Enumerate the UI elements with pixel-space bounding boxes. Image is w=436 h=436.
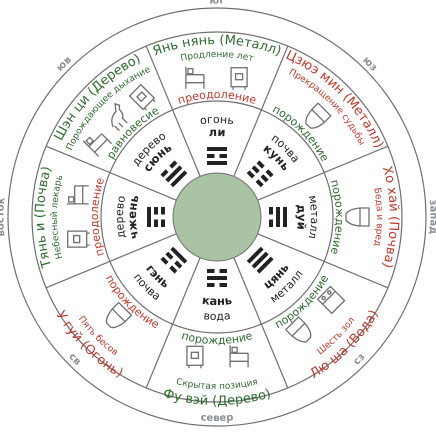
safe-icon <box>67 230 90 248</box>
relation-label: порождение <box>180 329 254 347</box>
relation-label: порождение <box>270 103 331 164</box>
sector-name: Фу вэй (Дерево) <box>161 386 272 409</box>
inner-ring <box>100 100 334 334</box>
sector-role: Небесный лекарь <box>50 174 65 260</box>
trigram-name: дуй <box>294 204 309 231</box>
outer-ring <box>7 7 427 427</box>
sector-divider <box>145 45 201 177</box>
sector-role: Беда и вред <box>371 187 384 247</box>
sector-восток: востокТянь и (Почва)Небесный лекарьпреод… <box>0 165 165 270</box>
element-label: огонь <box>199 113 235 127</box>
middle-ring <box>31 31 403 403</box>
center-disc <box>172 172 262 262</box>
trigram-icon <box>246 160 274 188</box>
safe-icon <box>230 67 248 90</box>
bed-icon <box>82 133 113 157</box>
sector-divider <box>233 45 289 177</box>
sector-name: Лю ша (Вода) <box>308 308 382 382</box>
trigram-icon <box>160 246 188 274</box>
element-label: металл <box>306 194 321 240</box>
trigram-name: чжень <box>125 194 142 241</box>
trigram-name: кань <box>201 293 233 308</box>
trigram-icon <box>160 160 188 188</box>
toilet-icon <box>105 301 133 329</box>
sector-divider <box>257 145 389 201</box>
trigram-icon <box>207 147 227 165</box>
bed-icon <box>229 345 249 368</box>
stove-icon <box>316 285 346 315</box>
sector-запад: запад Хо хай (Почва)Беда и вред порождение… <box>269 165 436 270</box>
direction-label: запад <box>427 199 436 234</box>
sector-divider <box>145 257 201 389</box>
safe-icon <box>128 83 156 111</box>
bed-icon <box>66 185 89 205</box>
trigram-name: ли <box>208 125 226 139</box>
toilet-icon <box>345 207 370 227</box>
safe-icon <box>186 345 204 369</box>
direction-label: юг <box>209 0 224 7</box>
sector-св: свУ гуй (Огонь)Пять бесовпорождениепочва… <box>53 246 188 381</box>
direction-label: север <box>200 412 233 424</box>
sector-divider <box>257 233 389 289</box>
sector-север: север Фу вэй (Дерево)Скрытая позиция порож… <box>161 269 273 424</box>
trigram-icon <box>207 269 227 287</box>
element-label: вода <box>203 309 231 323</box>
sector-divider <box>233 257 289 389</box>
horse-icon <box>111 102 128 132</box>
sector-divider <box>45 233 177 289</box>
trigram-icon <box>269 207 287 227</box>
sector-divider <box>45 145 177 201</box>
bed-icon <box>185 66 205 89</box>
relation-label: преодоление <box>88 176 107 258</box>
relation-label: порождение <box>327 178 346 256</box>
direction-label: юз <box>360 55 379 74</box>
toilet-icon <box>284 316 312 343</box>
toilet-icon <box>305 102 332 129</box>
sector-name: Хо хай (Почва) <box>379 165 401 270</box>
wheel-rings <box>7 7 427 427</box>
direction-label: св <box>66 351 82 367</box>
sector-role: Продление лет <box>180 50 255 64</box>
trigram-icon <box>147 207 165 227</box>
direction-label: юв <box>55 55 74 74</box>
trigram-icon <box>246 246 274 274</box>
element-label: дерево <box>113 194 128 239</box>
direction-label: восток <box>0 197 7 237</box>
relation-label: преодоление <box>176 88 258 107</box>
sector-name: У гуй (Огонь) <box>53 308 126 381</box>
sector-role: Скрытая позиция <box>175 377 259 392</box>
